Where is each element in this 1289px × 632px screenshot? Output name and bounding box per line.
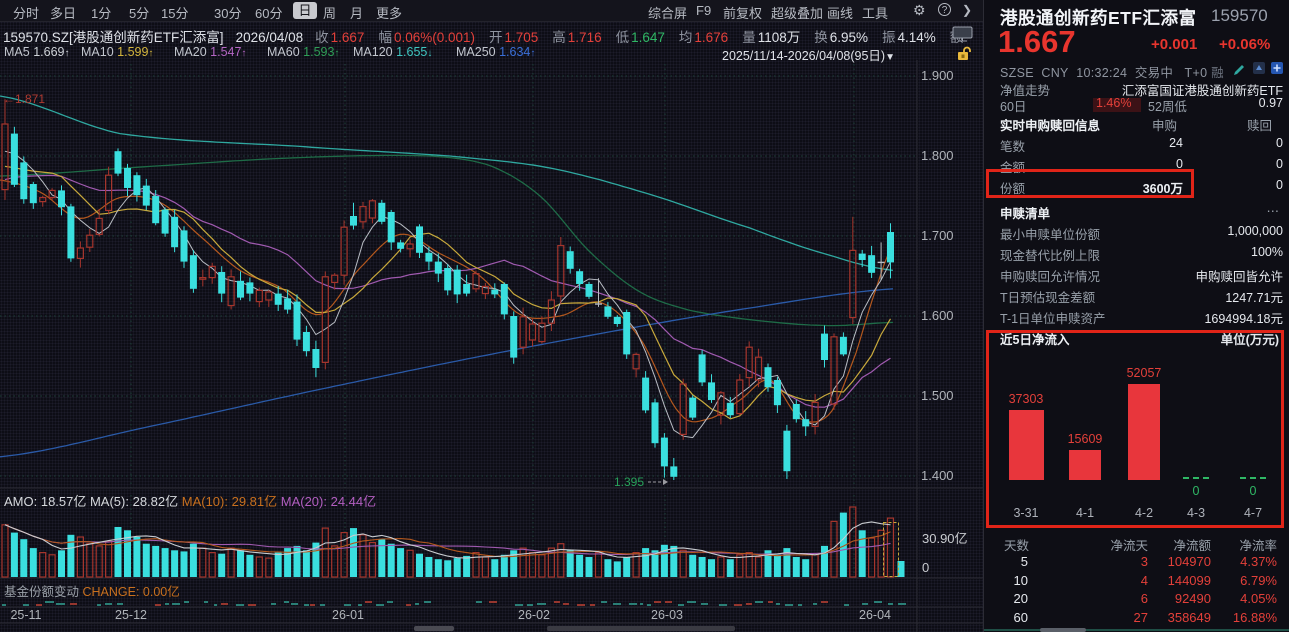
svg-text:26-03: 26-03 xyxy=(651,608,683,622)
svg-text:←1.871: ←1.871 xyxy=(3,92,45,106)
svg-text:基金份额变动 CHANGE: 0.00亿: 基金份额变动 CHANGE: 0.00亿 xyxy=(4,584,180,599)
svg-text:1.700: 1.700 xyxy=(921,228,954,243)
svg-text:1.800: 1.800 xyxy=(921,148,954,163)
svg-text:AMO: 18.57亿 MA(5): 28.82亿 MA(1: AMO: 18.57亿 MA(5): 28.82亿 MA(10): 29.81亿… xyxy=(4,494,376,509)
svg-text:26-04: 26-04 xyxy=(859,608,891,622)
svg-text:25-12: 25-12 xyxy=(115,608,147,622)
svg-text:26-01: 26-01 xyxy=(332,608,364,622)
svg-text:1.500: 1.500 xyxy=(921,388,954,403)
svg-text:0: 0 xyxy=(922,560,929,575)
svg-text:25-11: 25-11 xyxy=(10,608,41,622)
svg-text:1.400: 1.400 xyxy=(921,468,954,483)
svg-text:1.395: 1.395 xyxy=(614,475,644,489)
svg-text:1.600: 1.600 xyxy=(921,308,954,323)
svg-text:26-02: 26-02 xyxy=(518,608,550,622)
svg-text:30.90亿: 30.90亿 xyxy=(922,531,968,546)
svg-text:1.900: 1.900 xyxy=(921,68,954,83)
